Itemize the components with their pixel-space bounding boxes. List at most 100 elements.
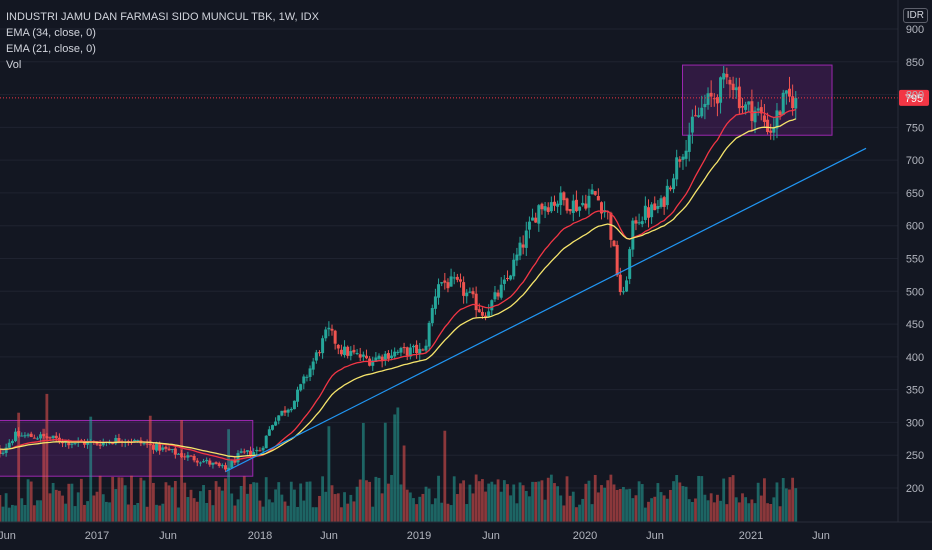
volume-bar: [493, 484, 497, 522]
candle-body: [233, 459, 237, 463]
candle-body: [590, 189, 594, 195]
candle-body: [537, 205, 541, 224]
volume-bar: [111, 476, 115, 522]
x-axis[interactable]: Jun 2017 Jun 2018 Jun 2019 Jun 2020 Jun 2021 Jun: [0, 521, 932, 542]
volume-bar: [716, 494, 719, 522]
candle-body: [217, 463, 221, 466]
candle-body: [719, 77, 723, 103]
volume-bar: [333, 494, 337, 522]
volume-bar: [540, 480, 544, 522]
volume-bar: [120, 477, 124, 522]
currency-badge[interactable]: IDR: [902, 8, 928, 23]
candle-body: [280, 410, 284, 416]
y-tick-label: 250: [906, 450, 924, 462]
candle-body: [499, 284, 503, 298]
volume-bar: [249, 484, 252, 522]
candle-body: [653, 203, 657, 211]
candle-body: [302, 376, 306, 384]
candle-body: [496, 292, 500, 297]
candle-body: [700, 107, 704, 117]
volume-bar: [186, 497, 190, 522]
range-boxes[interactable]: [0, 64, 833, 477]
trendline-group[interactable]: [225, 147, 867, 473]
volume-bar: [32, 505, 36, 522]
candle-body: [167, 448, 171, 451]
candle-body: [198, 462, 202, 464]
volume-bar: [678, 482, 682, 522]
candle-body: [0, 448, 2, 454]
volume-bar: [311, 507, 315, 522]
volume-bar: [101, 494, 105, 522]
volume-legend[interactable]: Vol: [6, 59, 22, 71]
volume-bar: [449, 505, 453, 522]
candle-body: [524, 230, 528, 248]
volume-bar: [512, 484, 516, 522]
volume-bar: [48, 493, 52, 522]
symbol-title[interactable]: INDUSTRI JAMU DAN FARMASI SIDO MUNCUL TB…: [6, 11, 319, 23]
candle-body: [518, 242, 522, 256]
volume-bar: [17, 412, 21, 522]
candle-body: [744, 104, 748, 110]
candle-body: [35, 438, 39, 440]
volume-bar: [615, 489, 619, 522]
candle-body: [678, 159, 682, 162]
y-tick-label: 850: [906, 57, 924, 69]
volume-bar: [412, 498, 415, 522]
volume-bar: [637, 481, 641, 522]
candle-body: [656, 206, 660, 209]
volume-bar: [543, 499, 547, 522]
candle-body: [750, 101, 754, 121]
candle-body: [737, 86, 741, 109]
volume-bar: [26, 479, 30, 522]
candle-body: [101, 442, 105, 446]
volume-bar: [220, 490, 224, 522]
volume-bar: [643, 507, 647, 522]
volume-bar: [662, 495, 666, 522]
volume-bar: [487, 483, 491, 522]
candle-body: [211, 462, 215, 465]
candle-body: [549, 202, 553, 212]
volume-bar: [622, 486, 625, 522]
volume-bar: [302, 500, 306, 522]
candle-body: [766, 119, 770, 133]
y-tick-label: 600: [906, 221, 924, 233]
volume-bar: [618, 489, 622, 522]
volume-bar: [568, 495, 572, 522]
ema34-legend[interactable]: EMA (34, close, 0): [6, 27, 96, 39]
volume-bar: [506, 484, 509, 522]
volume-bar: [537, 481, 541, 522]
y-tick-label: 350: [906, 385, 924, 397]
volume-bar: [737, 502, 741, 522]
candle-body: [390, 355, 394, 359]
volume-bar: [267, 499, 271, 522]
candle-body: [170, 449, 174, 451]
candle-body: [643, 205, 647, 220]
candle-body: [1, 452, 5, 454]
ema21-legend[interactable]: EMA (21, close, 0): [6, 43, 96, 55]
volume-bar: [553, 483, 556, 522]
volume-bar: [590, 504, 594, 522]
y-axis[interactable]: 200 250 300 350 400 450 500 550 600 650 700 750 800 8…: [897, 0, 924, 522]
candle-body: [32, 437, 36, 439]
volume-bar: [440, 502, 444, 522]
candle-body: [430, 308, 434, 324]
candle-body: [709, 92, 713, 97]
candle-body: [155, 443, 159, 451]
candle-body: [29, 433, 33, 437]
candle-body: [552, 201, 556, 206]
candle-body: [543, 206, 547, 211]
volume-bar: [524, 490, 528, 522]
volume-bar: [546, 477, 550, 522]
volume-bar: [474, 474, 478, 522]
grid: [0, 28, 898, 489]
candle-body: [349, 351, 353, 356]
volume-bar: [211, 505, 215, 522]
volume-bar: [415, 504, 419, 522]
volume-bar: [230, 493, 234, 522]
candle-body: [364, 355, 368, 359]
volume-bar: [361, 422, 365, 522]
y-tick-label: 700: [906, 155, 924, 167]
candle-body: [587, 195, 591, 208]
volume-bar: [383, 422, 387, 522]
